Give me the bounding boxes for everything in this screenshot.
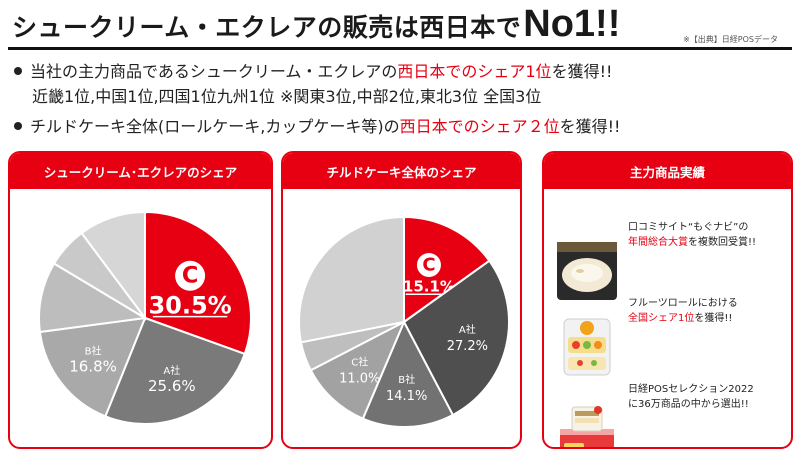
pie-slice-A社 xyxy=(104,316,247,425)
brand-logo-icon-glyph: C xyxy=(182,262,199,288)
pie-slice-brand xyxy=(403,215,491,324)
bullet-dot-icon xyxy=(14,67,22,75)
title-text: シュークリーム・エクレアの販売は西日本で xyxy=(12,13,522,42)
card-title: チルドケーキ全体のシェア xyxy=(283,153,520,189)
product-photo-fruit-roll xyxy=(556,281,618,376)
bullet-1-text: 当社の主力商品であるシュークリーム・エクレアの xyxy=(30,62,398,81)
page-title: シュークリーム・エクレアの販売は西日本で No1!! xyxy=(12,4,620,44)
slice-value: 25.6% xyxy=(148,377,196,395)
product-photo-cake xyxy=(556,367,618,447)
slice-value: 27.2% xyxy=(447,339,488,354)
slice-label: B社 xyxy=(85,344,102,357)
achievement-text: 日経POSセレクション2022 に36万商品の中から選出!! xyxy=(628,382,754,412)
achievement-highlight: 全国シェア1位 xyxy=(628,313,695,324)
bullet-dot-icon xyxy=(14,122,22,130)
pie-chart-chilled-cake: C 15.1% A社 27.2% B社 14.1% C社 11.0% xyxy=(298,215,510,428)
bullet-1-highlight: 西日本でのシェア1位 xyxy=(397,62,552,81)
slice-label: B社 xyxy=(398,373,415,386)
product-photo-cream-puff xyxy=(556,205,618,300)
card-achievements: 主力商品実績 口コミサイト“もぐナビ”の 年間総合大賞を複数回受賞!! xyxy=(542,151,793,449)
slice-value: 14.1% xyxy=(386,389,427,404)
card-cream-puff-share: シュークリーム･エクレアのシェア C 30.5% A社 25.6% B社 16.8% xyxy=(8,151,273,449)
title-no1: No1!! xyxy=(523,3,621,45)
title-divider xyxy=(8,47,792,50)
achievement-line1: 日経POSセレクション2022 xyxy=(628,384,754,395)
slice-value: 11.0% xyxy=(339,372,380,387)
bullet-2-text: チルドケーキ全体(ロールケーキ,カップケーキ等)の xyxy=(30,117,400,136)
bullet-2-suffix: を獲得!! xyxy=(559,117,621,136)
achievement-item: 口コミサイト“もぐナビ”の 年間総合大賞を複数回受賞!! xyxy=(556,205,756,300)
achievement-highlight: 年間総合大賞 xyxy=(628,237,688,248)
pie-slice xyxy=(80,210,146,322)
slice-label: A社 xyxy=(163,364,180,377)
achievement-text: フルーツロールにおける 全国シェア1位を獲得!! xyxy=(628,296,738,326)
achievement-line2: を獲得!! xyxy=(694,313,733,324)
bullet-1: 当社の主力商品であるシュークリーム・エクレアの西日本でのシェア1位を獲得!! xyxy=(14,62,612,82)
pie-slice-C社 xyxy=(309,319,407,420)
achievement-line1: 口コミサイト“もぐナビ”の xyxy=(628,222,749,233)
achievement-line2: に36万商品の中から選出!! xyxy=(628,399,749,410)
slice-label: A社 xyxy=(459,323,476,336)
achievement-item: 日経POSセレクション2022 に36万商品の中から選出!! xyxy=(556,367,754,447)
pie-slice-B社 xyxy=(361,319,455,428)
bullet-2: チルドケーキ全体(ロールケーキ,カップケーキ等)の西日本でのシェア２位を獲得!! xyxy=(14,117,620,137)
pie-slice-B社 xyxy=(38,316,147,418)
brand-logo-icon xyxy=(416,253,441,278)
achievement-item: フルーツロールにおける 全国シェア1位を獲得!! xyxy=(556,281,738,376)
pie-slice xyxy=(298,215,405,344)
brand-share-label: 15.1% xyxy=(403,277,455,295)
card-chilled-cake-share: チルドケーキ全体のシェア C 15.1% A社 27.2% B社 14.1% C社 11.0% xyxy=(281,151,522,449)
achievement-line2: を複数回受賞!! xyxy=(688,237,757,248)
achievement-line1: フルーツロールにおける xyxy=(628,298,738,309)
achievement-text: 口コミサイト“もぐナビ”の 年間総合大賞を複数回受賞!! xyxy=(628,220,756,250)
brand-share-label: 30.5% xyxy=(148,292,231,320)
slice-value: 16.8% xyxy=(69,357,117,375)
pie-slice xyxy=(38,262,148,334)
source-note: ※【出典】日経POSデータ xyxy=(683,35,778,44)
brand-logo-icon-glyph: C xyxy=(422,254,435,275)
slice-label: C社 xyxy=(351,356,368,369)
regional-ranks: 近畿1位,中国1位,四国1位九州1位 ※関東3位,中部2位,東北3位 全国3位 xyxy=(32,87,542,106)
card-title: シュークリーム･エクレアのシェア xyxy=(10,153,271,189)
brand-logo-icon xyxy=(175,260,206,291)
card-title: 主力商品実績 xyxy=(544,153,791,189)
bullet-2-highlight: 西日本でのシェア２位 xyxy=(399,117,560,136)
pie-slice-A社 xyxy=(402,259,510,417)
bullet-1-suffix: を獲得!! xyxy=(551,62,613,81)
